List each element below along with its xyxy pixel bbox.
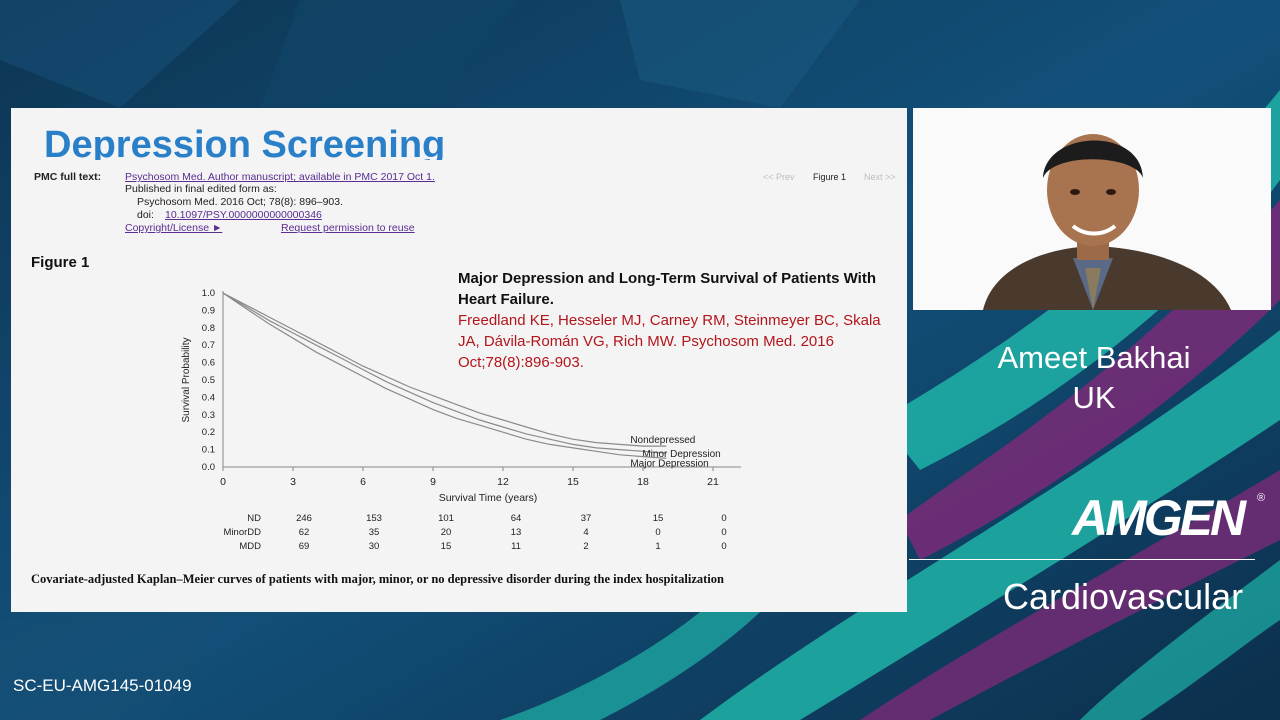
slide-panel: Depression Screening PMC full text: Psyc… bbox=[11, 108, 907, 612]
risk-cell: 35 bbox=[368, 527, 380, 538]
request-permission-link[interactable]: Request permission to reuse bbox=[281, 222, 415, 234]
risk-cell: 13 bbox=[510, 527, 522, 538]
risk-cell: 246 bbox=[296, 513, 312, 524]
figure-label: Figure 1 bbox=[31, 254, 90, 271]
risk-cell: 1 bbox=[655, 541, 661, 552]
y-tick-label: 0.2 bbox=[202, 427, 215, 438]
pmc-doi-link[interactable]: 10.1097/PSY.0000000000000346 bbox=[165, 209, 322, 221]
x-tick-label: 3 bbox=[290, 476, 296, 488]
amgen-logo: AMGEN bbox=[1072, 490, 1246, 546]
figure-caption: Covariate-adjusted Kaplan–Meier curves o… bbox=[31, 572, 724, 586]
x-tick-label: 12 bbox=[497, 476, 509, 488]
risk-cell: 101 bbox=[438, 513, 454, 524]
y-tick-label: 1.0 bbox=[202, 288, 215, 299]
risk-cell: 69 bbox=[298, 541, 310, 552]
risk-row-label: MDD bbox=[239, 541, 261, 552]
brand-divider bbox=[909, 559, 1255, 560]
x-tick-label: 18 bbox=[637, 476, 649, 488]
risk-cell: 153 bbox=[366, 513, 382, 524]
risk-cell: 30 bbox=[368, 541, 380, 552]
x-tick-label: 6 bbox=[360, 476, 366, 488]
risk-cell: 64 bbox=[510, 513, 522, 524]
y-tick-label: 0.4 bbox=[202, 392, 215, 403]
y-tick-label: 0.0 bbox=[202, 462, 215, 473]
risk-cell: 37 bbox=[580, 513, 592, 524]
speaker-portrait bbox=[913, 108, 1271, 310]
division-label: Cardiovascular bbox=[1003, 576, 1244, 617]
current-figure-label: Figure 1 bbox=[813, 172, 847, 182]
slide-title: Depression Screening bbox=[44, 124, 446, 160]
kaplan-meier-chart: 0.0 0.1 0.2 0.3 0.4 0.5 0.6 0.7 0.8 0.9 1.0 0 3 6 9 12 1… bbox=[181, 288, 741, 504]
x-tick-label: 0 bbox=[220, 476, 226, 488]
x-tick-label: 9 bbox=[430, 476, 436, 488]
speaker-country: UK bbox=[1072, 380, 1116, 415]
pmc-label: PMC full text: bbox=[34, 171, 102, 183]
citation-authors: Freedland KE, Hesseler MJ, Carney RM, St… bbox=[458, 312, 881, 371]
y-tick-label: 0.7 bbox=[202, 340, 215, 351]
y-tick-label: 0.1 bbox=[202, 445, 215, 456]
y-tick-label: 0.9 bbox=[202, 305, 215, 316]
pmc-manuscript-link[interactable]: Psychosom Med. Author manuscript; availa… bbox=[125, 171, 435, 183]
risk-cell: 11 bbox=[511, 541, 521, 552]
x-axis-label: Survival Time (years) bbox=[439, 492, 538, 504]
citation-title: Major Depression and Long-Term Survival … bbox=[458, 270, 876, 308]
y-tick-label: 0.8 bbox=[202, 323, 215, 334]
reference-code: SC-EU-AMG145-01049 bbox=[13, 676, 192, 695]
y-tick-label: 0.3 bbox=[202, 410, 215, 421]
prev-figure-link[interactable]: << Prev bbox=[763, 172, 795, 182]
series-line-1 bbox=[222, 292, 667, 454]
risk-cell: 15 bbox=[652, 513, 664, 524]
registered-mark: ® bbox=[1257, 492, 1266, 504]
x-tick-label: 21 bbox=[707, 476, 719, 488]
risk-cell: 4 bbox=[583, 527, 589, 538]
risk-cell: 0 bbox=[655, 527, 661, 538]
series-label-0: Nondepressed bbox=[630, 435, 695, 446]
y-tick-label: 0.5 bbox=[202, 375, 215, 386]
next-figure-link[interactable]: Next >> bbox=[864, 172, 896, 182]
risk-cell: 0 bbox=[721, 513, 727, 524]
series-label-1: Minor Depression bbox=[642, 449, 720, 460]
x-tick-label: 15 bbox=[567, 476, 579, 488]
risk-cell: 0 bbox=[721, 541, 727, 552]
risk-cell: 15 bbox=[440, 541, 452, 552]
y-axis-label: Survival Probability bbox=[181, 337, 192, 422]
risk-row-label: MinorDD bbox=[223, 527, 261, 538]
risk-cell: 20 bbox=[440, 527, 452, 538]
citation-block: Major Depression and Long-Term Survival … bbox=[458, 268, 898, 373]
pmc-published-text: Published in final edited form as: bbox=[125, 183, 277, 195]
risk-cell: 62 bbox=[298, 527, 310, 538]
risk-cell: 2 bbox=[583, 541, 589, 552]
series-line-2 bbox=[222, 292, 667, 459]
y-tick-label: 0.6 bbox=[202, 358, 215, 369]
series-line-0 bbox=[222, 292, 667, 447]
speaker-name: Ameet Bakhai bbox=[997, 340, 1191, 375]
pmc-journal-text: Psychosom Med. 2016 Oct; 78(8): 896–903. bbox=[137, 196, 344, 208]
risk-cell: 0 bbox=[721, 527, 727, 538]
risk-row-label: ND bbox=[247, 513, 261, 524]
risk-table: ND 246 153 101 64 37 15 0 MinorDD 62 35 20 13 4 0 0 MDD 6… bbox=[161, 513, 761, 563]
copyright-license-link[interactable]: Copyright/License ► bbox=[125, 222, 223, 234]
series-label-2: Major Depression bbox=[630, 458, 708, 469]
speaker-photo bbox=[913, 108, 1271, 310]
pmc-doi-label: doi: bbox=[137, 209, 154, 221]
